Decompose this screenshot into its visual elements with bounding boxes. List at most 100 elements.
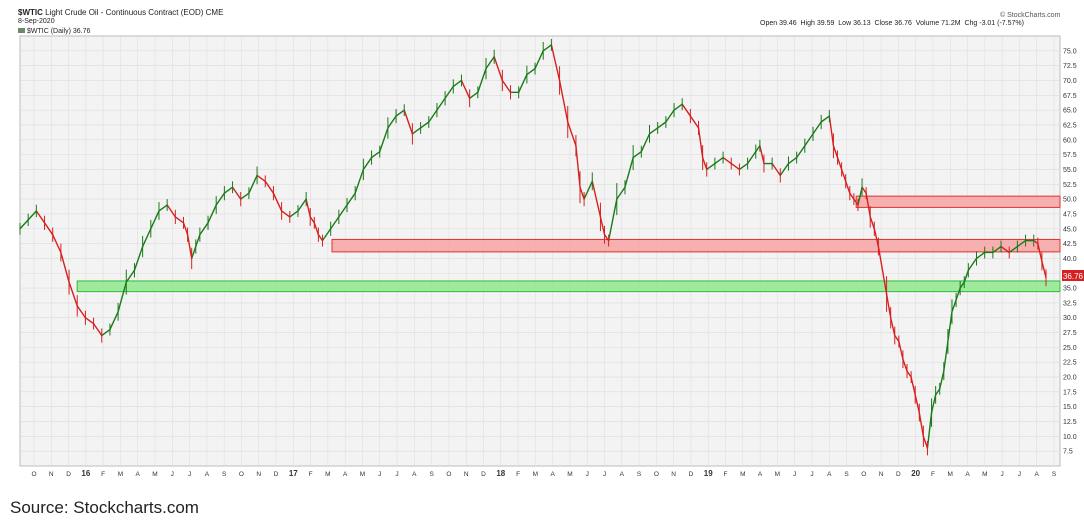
- price-segment: [804, 133, 814, 147]
- price-segment: [550, 44, 561, 82]
- resistance-band: [855, 195, 1061, 208]
- x-tick-label: S: [637, 471, 642, 478]
- price-segment: [607, 198, 618, 242]
- price-segment: [849, 192, 855, 200]
- price-segment: [579, 186, 585, 200]
- legend-swatch-icon: [18, 28, 25, 33]
- x-tick-label: M: [740, 471, 745, 478]
- price-segment: [166, 204, 177, 218]
- price-segment: [755, 145, 761, 153]
- price-segment: [857, 186, 863, 206]
- price-segment: [309, 216, 316, 224]
- y-tick-label: 32.5: [1063, 300, 1077, 307]
- y-tick-label: 15.0: [1063, 404, 1077, 411]
- y-tick-label: 65.0: [1063, 108, 1077, 115]
- price-segment: [526, 67, 536, 76]
- price-segment: [199, 222, 209, 236]
- low-label: Low: [838, 20, 852, 27]
- price-segment: [133, 245, 144, 271]
- x-tick-label: M: [982, 471, 987, 478]
- y-tick-label: 7.5: [1063, 449, 1073, 456]
- price-segment: [934, 388, 941, 396]
- price-segment: [869, 216, 876, 230]
- x-tick-label: J: [395, 471, 398, 478]
- price-segment: [485, 56, 495, 70]
- x-tick-label: N: [49, 471, 54, 478]
- y-tick-label: 10.0: [1063, 434, 1077, 441]
- x-tick-label: 16: [81, 469, 90, 478]
- high-value: 39.59: [816, 20, 835, 27]
- x-tick-label: A: [1035, 471, 1040, 478]
- price-segment: [117, 281, 127, 313]
- x-tick-label: J: [810, 471, 813, 478]
- x-tick-label: D: [689, 471, 694, 478]
- y-tick-label: 22.5: [1063, 360, 1077, 367]
- y-tick-label: 47.5: [1063, 211, 1077, 218]
- x-tick-label: J: [793, 471, 796, 478]
- price-segment: [575, 145, 581, 188]
- price-segment: [346, 192, 356, 206]
- high-label: High: [800, 20, 815, 27]
- ticker-symbol: $WTIC: [18, 8, 43, 17]
- price-segment: [836, 156, 843, 171]
- price-segment: [832, 145, 839, 159]
- x-tick-label: J: [188, 471, 191, 478]
- chart-date: 8-Sep-2020: [18, 18, 55, 25]
- price-segment: [975, 251, 986, 260]
- price-segment: [338, 204, 348, 218]
- price-segment: [141, 228, 152, 248]
- price-segment: [1041, 260, 1047, 279]
- price-segment: [599, 216, 606, 236]
- price-segment: [828, 115, 835, 147]
- x-tick-label: 18: [496, 469, 505, 478]
- price-segment: [697, 127, 704, 159]
- price-segment: [158, 204, 168, 212]
- price-segment: [256, 174, 266, 183]
- last-price-label: 36.76: [1063, 272, 1084, 281]
- price-segment: [305, 198, 311, 218]
- price-series: [19, 38, 1047, 456]
- y-tick-label: 52.5: [1063, 182, 1077, 189]
- x-tick-label: M: [325, 471, 330, 478]
- price-segment: [411, 127, 422, 135]
- price-segment: [1008, 245, 1019, 254]
- x-tick-label: M: [152, 471, 157, 478]
- price-segment: [150, 210, 160, 230]
- x-tick-label: M: [533, 471, 538, 478]
- price-segment: [648, 127, 659, 135]
- price-segment: [174, 216, 185, 224]
- price-segment: [951, 299, 957, 313]
- x-tick-label: J: [1018, 471, 1021, 478]
- price-segment: [673, 103, 683, 111]
- price-segment: [272, 192, 283, 212]
- price-segment: [1016, 239, 1027, 248]
- price-segment: [877, 245, 888, 295]
- resistance-band: [331, 238, 1061, 253]
- price-segment: [68, 281, 78, 307]
- price-segment: [898, 340, 904, 360]
- price-chart: 7.5 10.0 12.5 15.0 17.5 20.0 22.5 25.0 27.5 30.0 3…: [19, 35, 1084, 478]
- price-segment: [289, 210, 299, 218]
- x-tick-label: J: [378, 471, 381, 478]
- y-tick-label: 57.5: [1063, 152, 1077, 159]
- price-segment: [477, 67, 487, 94]
- price-segment: [820, 115, 831, 123]
- x-tick-label: S: [222, 471, 227, 478]
- y-tick-label: 72.5: [1063, 63, 1077, 70]
- x-tick-label: F: [101, 471, 105, 478]
- x-tick-label: M: [948, 471, 953, 478]
- x-tick-label: J: [586, 471, 589, 478]
- x-tick-label: A: [205, 471, 210, 478]
- price-segment: [632, 150, 643, 159]
- price-segment: [616, 186, 626, 200]
- price-segment: [387, 115, 397, 129]
- x-tick-label: N: [464, 471, 469, 478]
- price-segment: [321, 228, 332, 242]
- x-tick-label: D: [481, 471, 486, 478]
- price-segment: [624, 156, 634, 188]
- price-segment: [403, 109, 414, 135]
- price-segment: [918, 411, 925, 438]
- volume-label: Volume: [915, 20, 940, 27]
- price-segment: [92, 322, 103, 337]
- price-segment: [190, 245, 197, 260]
